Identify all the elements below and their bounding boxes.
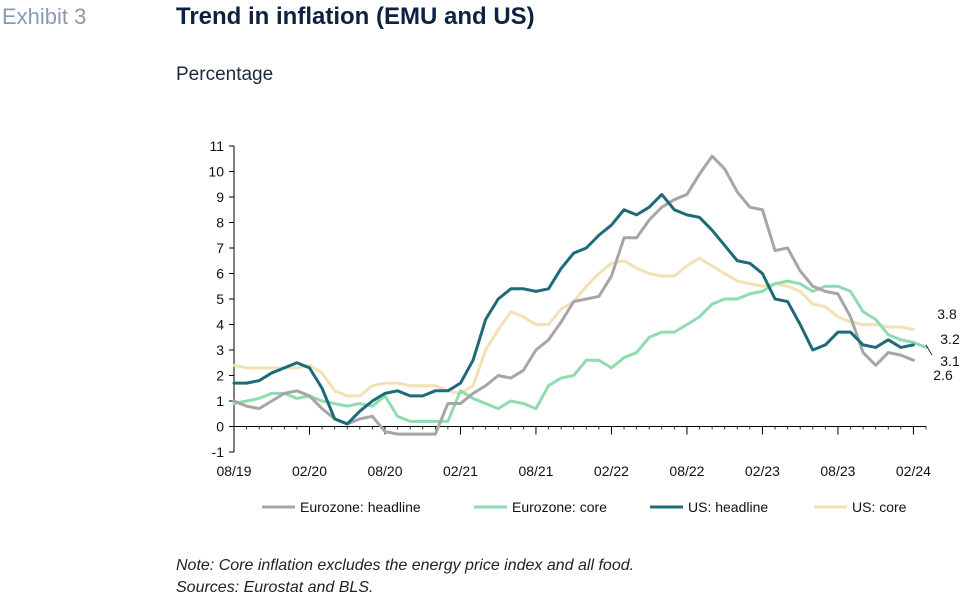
end-value-label: 3.2 <box>940 331 960 347</box>
series-line-eurozone-core <box>232 279 928 423</box>
end-value-label: 2.6 <box>933 367 953 383</box>
exhibit-label: Exhibit 3 <box>2 4 87 29</box>
end-label-leader <box>925 344 933 356</box>
legend-label: US: headline <box>688 499 768 515</box>
y-tick-label: 6 <box>216 266 224 282</box>
legend-label: US: core <box>852 499 907 515</box>
x-tick-label: 08/23 <box>820 463 855 479</box>
x-tick-label: 02/22 <box>594 463 629 479</box>
y-tick-label: 0 <box>216 419 224 435</box>
x-tick-label: 02/24 <box>896 463 931 479</box>
x-tick-label: 08/20 <box>367 463 402 479</box>
series-line-us-headline <box>232 192 915 426</box>
x-tick-label: 02/20 <box>292 463 327 479</box>
chart-subtitle: Percentage <box>176 64 274 85</box>
y-tick-label: 1 <box>216 393 224 409</box>
footnote-sources: Sources: Eurostat and BLS. <box>176 579 374 596</box>
legend-label: Eurozone: headline <box>300 499 421 515</box>
y-tick-label: 7 <box>216 240 224 256</box>
footnote-core-definition: Note: Core inflation excludes the energy… <box>176 557 635 574</box>
y-tick-label: -1 <box>212 444 225 460</box>
y-tick-label: 8 <box>216 215 224 231</box>
chart-title: Trend in inflation (EMU and US) <box>176 3 535 30</box>
y-tick-label: 2 <box>216 368 224 384</box>
x-tick-label: 02/21 <box>443 463 478 479</box>
x-tick-label: 08/19 <box>216 463 251 479</box>
y-tick-label: 9 <box>216 189 224 205</box>
end-value-label: 3.8 <box>937 306 957 322</box>
legend-label: Eurozone: core <box>512 499 607 515</box>
y-tick-label: 4 <box>216 317 224 333</box>
y-tick-label: 5 <box>216 291 224 307</box>
y-tick-label: 11 <box>209 138 224 154</box>
x-tick-label: 02/23 <box>745 463 780 479</box>
end-value-label: 3.1 <box>940 353 960 369</box>
x-tick-label: 08/21 <box>518 463 553 479</box>
x-tick-label: 08/22 <box>669 463 704 479</box>
y-tick-label: 3 <box>216 342 224 358</box>
y-tick-label: 10 <box>208 164 224 180</box>
